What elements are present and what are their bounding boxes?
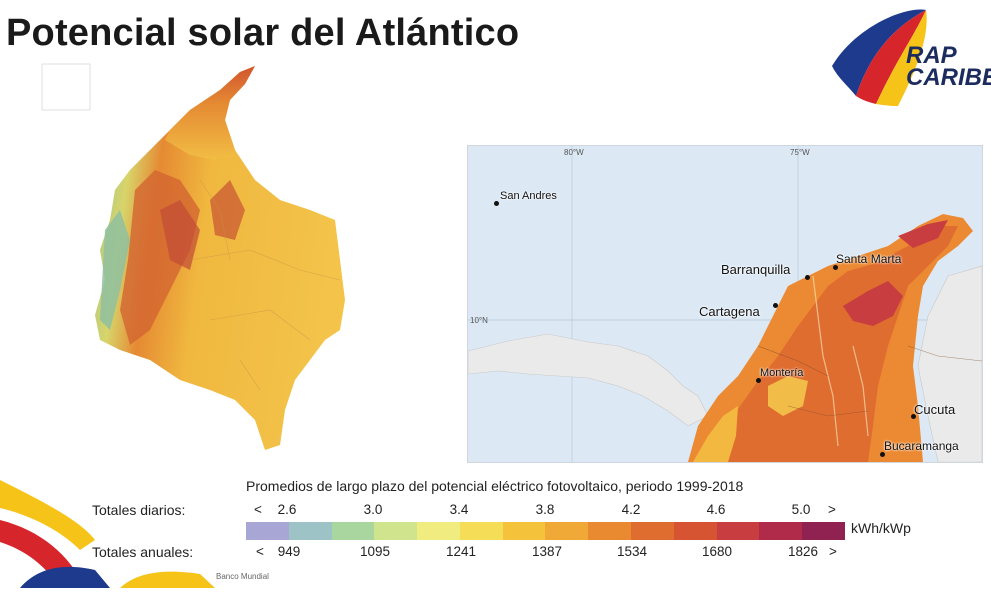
colorbar-swatch <box>417 522 460 540</box>
logo-text-caribe: CARIBE <box>906 64 991 91</box>
annual-tick: > <box>829 544 837 559</box>
colorbar-swatch <box>802 522 845 540</box>
annual-tick: 1095 <box>359 544 391 559</box>
colorbar-swatch <box>673 522 717 540</box>
colombia-map-graphic <box>41 63 345 450</box>
logo-text-rap: RAP <box>906 42 957 69</box>
legend-colorbar <box>246 522 845 540</box>
daily-tick: 3.0 <box>363 502 383 517</box>
colorbar-swatch <box>502 522 546 540</box>
annual-tick: 1534 <box>616 544 648 559</box>
legend-title: Promedios de largo plazo del potencial e… <box>246 478 744 494</box>
rap-caribe-logo: RAP CARIBE <box>826 6 991 108</box>
colorbar-swatch <box>545 522 589 540</box>
colorbar-swatch <box>631 522 674 540</box>
daily-tick: 3.4 <box>449 502 469 517</box>
page-title: Potencial solar del Atlántico <box>6 12 520 54</box>
annual-tick: 1241 <box>445 544 477 559</box>
colorbar-swatch <box>331 522 375 540</box>
city-dot-barranquilla <box>805 275 810 280</box>
colombia-solar-map <box>40 60 370 470</box>
daily-ticks: < 2.6 3.0 3.4 3.8 4.2 4.6 5.0 > <box>0 502 991 520</box>
annual-ticks: < 949 1095 1241 1387 1534 1680 1826 > <box>0 544 991 562</box>
colorbar-swatch <box>716 522 760 540</box>
colorbar-swatch <box>459 522 503 540</box>
legend-unit: kWh/kWp <box>851 520 911 536</box>
source-credit: Banco Mundial <box>216 572 269 581</box>
logo-swoosh-icon <box>832 9 927 106</box>
coord-75w: 75°W <box>790 148 810 157</box>
colorbar-swatch <box>246 522 289 540</box>
colorbar-swatch <box>288 522 332 540</box>
city-dot-cucuta <box>911 414 916 419</box>
colorbar-swatch <box>759 522 803 540</box>
daily-tick: 2.6 <box>277 502 297 517</box>
city-dot-monteria <box>756 378 761 383</box>
caribbean-region-map: 80°W 75°W 10°N San Andres Barranquilla S… <box>467 145 983 463</box>
daily-tick: 4.6 <box>706 502 726 517</box>
daily-totals-label: Totales diarios: <box>92 502 186 518</box>
coord-10n: 10°N <box>470 316 488 325</box>
annual-tick: 1826 <box>787 544 819 559</box>
city-label-san-andres: San Andres <box>500 190 557 202</box>
annual-tick: 1387 <box>531 544 563 559</box>
city-label-bucaramanga: Bucaramanga <box>884 439 959 453</box>
city-dot-san-andres <box>494 201 499 206</box>
daily-tick: 3.8 <box>535 502 555 517</box>
city-label-santa-marta: Santa Marta <box>836 252 902 266</box>
annual-tick: 1680 <box>701 544 733 559</box>
city-dot-cartagena <box>773 303 778 308</box>
daily-tick: 5.0 <box>791 502 811 517</box>
decorative-swoosh-icon <box>0 480 215 588</box>
annual-totals-label: Totales anuales: <box>92 544 194 560</box>
colorbar-swatch <box>588 522 632 540</box>
caribbean-map-graphic <box>468 146 982 462</box>
city-label-cartagena: Cartagena <box>699 304 760 319</box>
annual-tick: < <box>256 544 264 559</box>
daily-tick: > <box>828 502 836 517</box>
daily-tick: 4.2 <box>621 502 641 517</box>
annual-tick: 949 <box>277 544 301 559</box>
city-label-cucuta: Cucuta <box>914 402 956 417</box>
city-dot-bucaramanga <box>880 452 885 457</box>
coord-80w: 80°W <box>564 148 584 157</box>
colorbar-swatch <box>374 522 418 540</box>
city-label-monteria: Montería <box>760 367 804 379</box>
city-label-barranquilla: Barranquilla <box>721 262 791 277</box>
daily-tick: < <box>254 502 262 517</box>
city-dot-santa-marta <box>833 265 838 270</box>
decorative-swoosh <box>0 470 220 588</box>
